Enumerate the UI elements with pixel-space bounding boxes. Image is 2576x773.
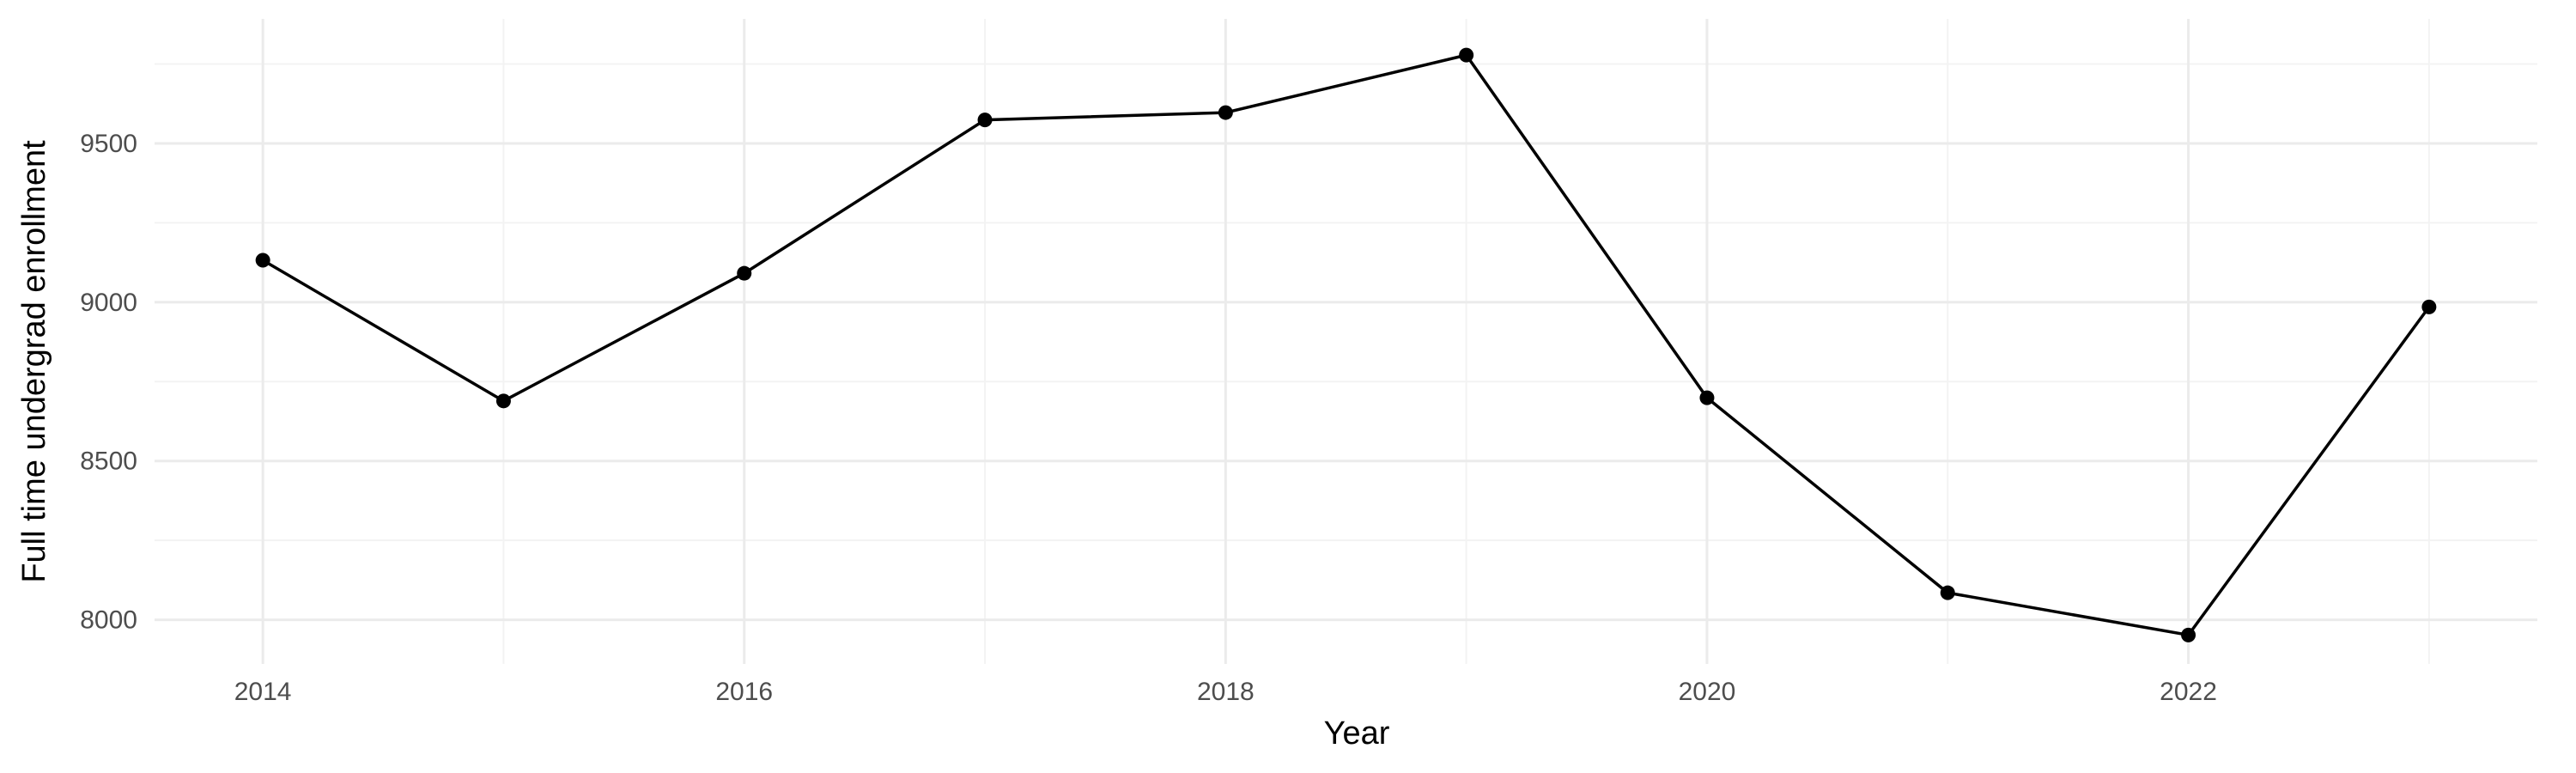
data-point xyxy=(2181,627,2196,642)
x-tick-label: 2022 xyxy=(2160,678,2217,706)
data-point xyxy=(977,113,993,128)
x-axis-title: Year xyxy=(1324,715,1390,752)
x-tick-label: 2020 xyxy=(1679,678,1736,706)
data-point xyxy=(737,265,752,281)
data-point xyxy=(1459,47,1474,63)
series-line xyxy=(262,53,2431,637)
x-axis-ticks: 2014 2016 2018 2020 2022 xyxy=(234,678,2217,706)
y-tick-label: 8000 xyxy=(80,606,137,635)
data-point xyxy=(1699,390,1715,405)
data-point xyxy=(1218,105,1233,120)
x-tick-label: 2018 xyxy=(1197,678,1255,706)
y-axis-ticks: 8000 8500 9000 9500 xyxy=(80,130,137,635)
data-point xyxy=(2421,299,2437,314)
y-axis-title: Full time undergrad enrollment xyxy=(16,140,52,583)
data-point xyxy=(1940,585,1955,600)
x-tick-label: 2014 xyxy=(234,678,292,706)
y-tick-label: 9000 xyxy=(80,289,137,317)
gridlines xyxy=(155,19,2537,664)
y-tick-label: 9500 xyxy=(80,130,137,158)
series-group xyxy=(255,47,2437,642)
data-point xyxy=(495,393,511,409)
y-tick-label: 8500 xyxy=(80,447,137,476)
x-tick-label: 2016 xyxy=(715,678,773,706)
data-point xyxy=(255,253,270,268)
